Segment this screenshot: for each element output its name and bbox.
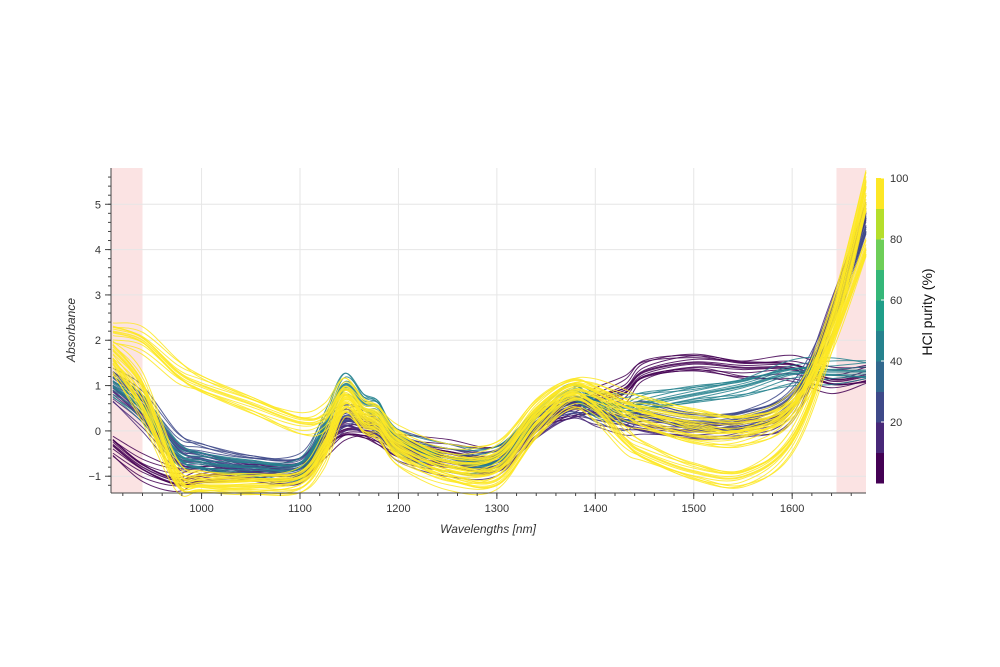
colorbar-tick-label: 100: [890, 173, 908, 185]
spectrum-line: [112, 249, 867, 461]
y-axis-label: Absorbance: [64, 298, 78, 363]
y-tick-label: 5: [95, 199, 101, 211]
y-tick-label: −1: [88, 471, 101, 483]
colorbar-label: HCl purity (%): [919, 268, 935, 355]
spectrum-line: [112, 210, 867, 497]
y-tick-label: 4: [95, 245, 101, 257]
spectrum-line: [112, 215, 867, 462]
spectrum-line: [112, 172, 867, 477]
y-tick-label: 1: [95, 381, 101, 393]
spectrum-line: [112, 194, 867, 481]
spectrum-line: [112, 172, 867, 477]
colorbar-tick-label: 20: [890, 417, 902, 429]
spectrum-line: [112, 208, 867, 493]
colorbar-tick-label: 80: [890, 234, 902, 246]
spectrum-line: [112, 254, 867, 465]
x-tick-label: 1300: [485, 503, 509, 515]
colorbar-tick-label: 60: [890, 295, 902, 307]
spectrum-line: [112, 204, 867, 489]
colorbar-bin: [876, 391, 884, 423]
colorbar-bin: [876, 269, 884, 301]
spectrum-line: [112, 170, 867, 477]
y-tick-label: 3: [95, 290, 101, 302]
x-tick-label: 1400: [583, 503, 607, 515]
colorbar-bin: [876, 422, 884, 453]
colorbar-bin: [876, 330, 884, 362]
y-tick-label: 2: [95, 335, 101, 347]
spectrum-line: [112, 251, 867, 463]
x-tick-label: 1600: [780, 503, 804, 515]
x-tick-label: 1000: [189, 503, 213, 515]
y-tick-label: 0: [95, 426, 101, 438]
spectrum-line: [112, 194, 867, 482]
colorbar-bin: [876, 300, 884, 331]
colorbar-bin: [876, 178, 884, 209]
colorbar-bin: [876, 208, 884, 240]
x-tick-label: 1500: [681, 503, 705, 515]
colorbar-bin: [876, 361, 884, 392]
spectrum-line: [112, 240, 867, 448]
colorbar-tick-label: 40: [890, 356, 902, 368]
colorbar-bin: [876, 239, 884, 270]
x-tick-label: 1100: [288, 503, 312, 515]
x-tick-label: 1200: [386, 503, 410, 515]
spectrum-line: [112, 183, 867, 485]
x-axis-label: Wavelengths [nm]: [440, 522, 536, 536]
spectrum-line: [112, 192, 867, 482]
colorbar-bin: [876, 452, 884, 484]
spectrum-line: [112, 230, 867, 478]
